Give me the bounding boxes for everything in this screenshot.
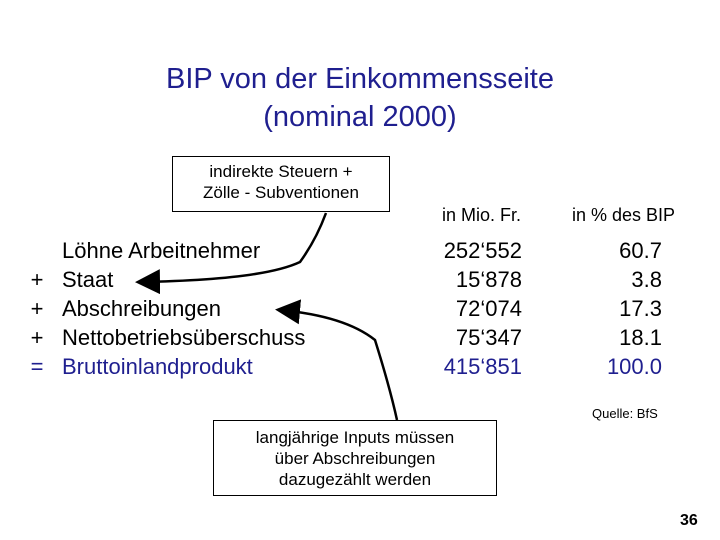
row-value-mio: 252‘552: [443, 238, 522, 263]
title-line-2: (nominal 2000): [263, 101, 457, 133]
row-value-percent: 3.8: [631, 267, 662, 292]
column-header-percent: in % des BIP: [572, 205, 676, 225]
slide-title: BIP von der Einkommensseite (nominal 200…: [0, 60, 720, 136]
row-label: Nettobetriebsüberschuss: [62, 325, 306, 350]
callout-inputs-line-2: über Abschreibungen: [274, 449, 436, 468]
row-symbol: +: [30, 296, 44, 321]
page-number: 36: [680, 512, 698, 529]
callout-inputs-line-1: langjährige Inputs müssen: [255, 428, 455, 447]
row-value-mio: 72‘074: [455, 296, 522, 321]
row-label: Staat: [62, 267, 114, 292]
row-symbol: +: [30, 267, 44, 292]
row-label: Abschreibungen: [62, 296, 222, 321]
column-header-mio: in Mio. Fr.: [442, 205, 522, 225]
row-value-percent: 60.7: [619, 238, 662, 263]
row-value-percent: 17.3: [619, 296, 662, 321]
arrow-tax-to-staat: [135, 212, 328, 295]
callout-tax-line-1: indirekte Steuern +: [209, 162, 353, 181]
row-value-percent-total: 100.0: [606, 354, 662, 379]
row-value-mio: 75‘347: [455, 325, 522, 350]
row-label: Löhne Arbeitnehmer: [62, 238, 261, 263]
callout-indirect-taxes: indirekte Steuern + Zölle - Subventionen: [172, 156, 390, 212]
arrow-inputs-to-abschreibungen: [275, 299, 399, 421]
callout-tax-line-2: Zölle - Subventionen: [203, 183, 359, 202]
row-value-mio-total: 415‘851: [443, 354, 522, 379]
callout-inputs-line-3: dazugezählt werden: [278, 470, 432, 489]
row-value-percent: 18.1: [619, 325, 662, 350]
row-value-mio: 15‘878: [455, 267, 522, 292]
source-note: Quelle: BfS: [592, 406, 658, 421]
row-symbol: +: [30, 325, 44, 350]
title-line-1: BIP von der Einkommensseite: [166, 63, 554, 95]
row-symbol-total: =: [30, 354, 44, 379]
row-label-total: Bruttoinlandprodukt: [62, 354, 253, 379]
callout-long-term-inputs: langjährige Inputs müssen über Abschreib…: [213, 420, 497, 496]
